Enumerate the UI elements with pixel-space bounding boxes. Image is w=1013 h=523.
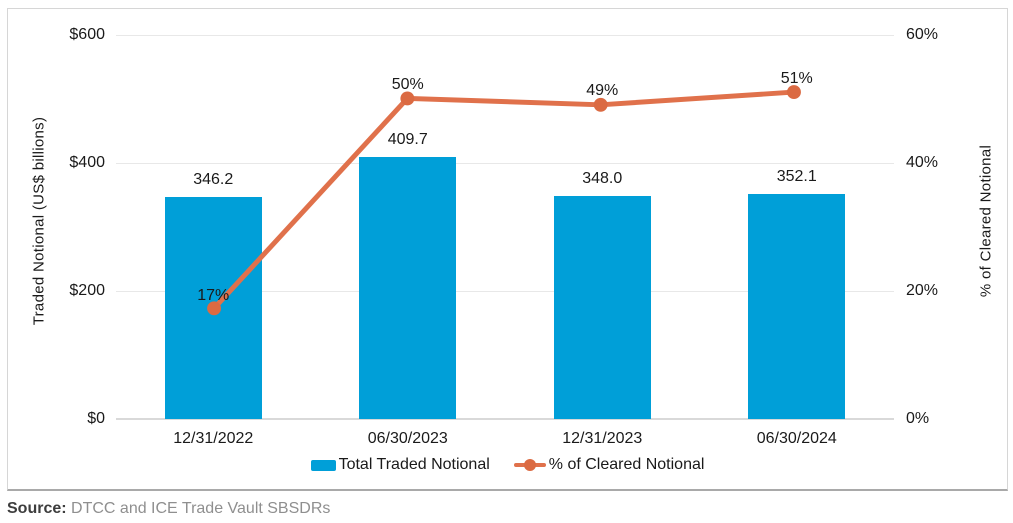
bar-value-label: 346.2 — [193, 171, 234, 189]
right-axis-tick-label: 0% — [906, 410, 930, 427]
legend-bar-swatch-icon — [310, 459, 336, 471]
line-value-label: 17% — [197, 287, 230, 305]
legend: Total Traded Notional % of Cleared Notion… — [8, 456, 1007, 474]
left-axis-tick-label: $400 — [69, 154, 105, 171]
gridline — [116, 35, 894, 36]
right-axis-tick-label: 60% — [906, 26, 939, 43]
category-label: 06/30/2024 — [756, 430, 837, 447]
line-value-label: 50% — [391, 76, 424, 93]
bar-value-label: 348.0 — [582, 170, 623, 188]
chart-card: Traded Notional (US$ billions) % of Clea… — [7, 8, 1008, 491]
category-label: 12/31/2023 — [562, 430, 643, 447]
source-note: Source: DTCC and ICE Trade Vault SBSDRs — [7, 499, 330, 518]
category-label: 06/30/2023 — [367, 430, 448, 447]
legend-label: % of Cleared Notional — [548, 456, 705, 473]
legend-item-bar: Total Traded Notional — [310, 456, 490, 474]
category-label: 12/31/2022 — [173, 430, 254, 447]
line-value-label: 49% — [586, 82, 619, 100]
left-axis-tick-label: $600 — [69, 26, 105, 43]
right-axis-tick-label: 20% — [906, 282, 939, 299]
legend-item-line: % of Cleared Notional — [513, 456, 705, 474]
legend-label: Total Traded Notional — [338, 456, 490, 473]
line-value-label: 51% — [780, 69, 813, 87]
data-labels-layer: 346.2 12/31/2022 409.7 06/30/2023 348.0 12/31… — [8, 9, 1007, 489]
source-text: DTCC and ICE Trade Vault SBSDRs — [71, 500, 331, 517]
left-axis-tick-label: $200 — [69, 282, 105, 299]
left-axis-tick-label: $0 — [87, 410, 105, 427]
source-prefix: Source: — [7, 500, 67, 517]
right-axis-tick-label: 40% — [906, 154, 939, 171]
legend-line-dot — [523, 459, 536, 471]
bar-value-label: 409.7 — [387, 130, 428, 148]
bar-value-label: 352.1 — [776, 167, 817, 185]
legend-line-swatch-icon — [513, 458, 546, 472]
x-axis-line — [116, 418, 894, 420]
